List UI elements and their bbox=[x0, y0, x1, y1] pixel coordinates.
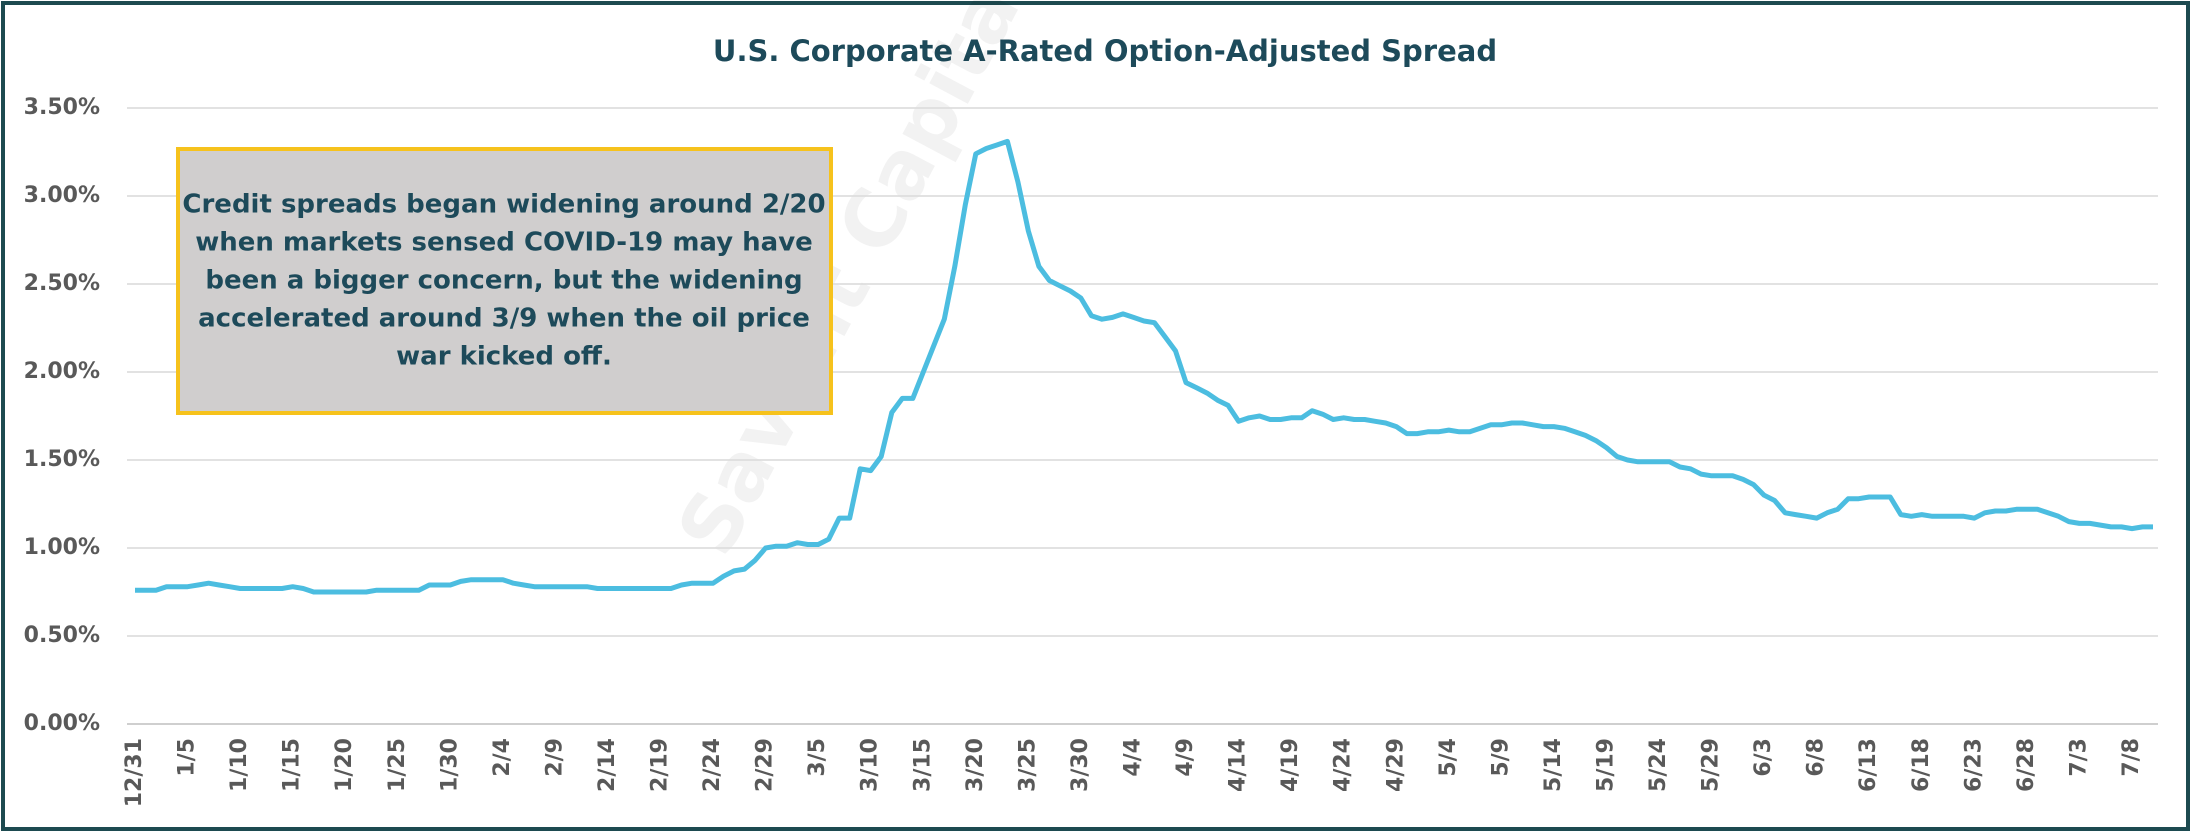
annotation-text: Credit spreads began widening around 2/2… bbox=[182, 190, 825, 220]
x-tick-label: 4/24 bbox=[1331, 738, 1356, 792]
line bbox=[135, 138, 2153, 595]
x-tick-label: 2/19 bbox=[648, 738, 673, 792]
y-tick-label: 0.50% bbox=[24, 623, 100, 648]
x-tick-label: 12/31 bbox=[122, 738, 147, 807]
y-tick-label: 2.50% bbox=[24, 271, 100, 296]
y-tick-label: 3.50% bbox=[24, 95, 100, 120]
x-tick-label: 3/15 bbox=[910, 738, 935, 792]
x-tick-label: 1/25 bbox=[385, 738, 410, 792]
x-tick-label: 5/29 bbox=[1699, 738, 1724, 792]
x-tick-label: 4/29 bbox=[1383, 738, 1408, 792]
annotation-text: accelerated around 3/9 when the oil pric… bbox=[198, 304, 810, 334]
x-tick-label: 3/5 bbox=[805, 738, 830, 777]
x-tick-label: 2/9 bbox=[542, 738, 567, 777]
x-tick-label: 5/14 bbox=[1541, 738, 1566, 792]
x-tick-label: 2/24 bbox=[700, 738, 725, 792]
x-tick-label: 4/9 bbox=[1173, 738, 1198, 777]
x-tick-label: 1/10 bbox=[227, 738, 252, 792]
chart-title: U.S. Corporate A-Rated Option-Adjusted S… bbox=[713, 34, 1497, 68]
x-tick-label: 3/20 bbox=[963, 738, 988, 792]
x-tick-label: 1/20 bbox=[332, 738, 357, 792]
x-tick-label: 7/8 bbox=[2119, 738, 2144, 777]
x-tick-label: 6/8 bbox=[1804, 738, 1829, 777]
x-tick-label: 4/19 bbox=[1278, 738, 1303, 792]
x-tick-label: 5/9 bbox=[1488, 738, 1513, 777]
x-tick-label: 7/3 bbox=[2066, 738, 2091, 777]
y-tick-label: 3.00% bbox=[24, 183, 100, 208]
x-tick-label: 2/14 bbox=[595, 738, 620, 792]
annotation-text: when markets sensed COVID-19 may have bbox=[195, 228, 813, 258]
annotation-text: war kicked off. bbox=[396, 342, 612, 372]
x-tick-label: 5/4 bbox=[1436, 738, 1461, 777]
x-tick-label: 6/13 bbox=[1856, 738, 1881, 792]
x-tick-label: 6/28 bbox=[2014, 738, 2039, 792]
y-tick-label: 1.00% bbox=[24, 535, 100, 560]
x-tick-label: 3/10 bbox=[858, 738, 883, 792]
x-tick-label: 4/14 bbox=[1226, 738, 1251, 792]
y-tick-label: 2.00% bbox=[24, 359, 100, 384]
x-tick-label: 6/3 bbox=[1751, 738, 1776, 777]
x-tick-label: 1/30 bbox=[437, 738, 462, 792]
x-tick-label: 4/4 bbox=[1120, 738, 1145, 777]
x-tick-label: 2/4 bbox=[490, 738, 515, 777]
annotation-text: been a bigger concern, but the widening bbox=[205, 266, 802, 296]
x-tick-label: 6/23 bbox=[1961, 738, 1986, 792]
x-tick-label: 5/24 bbox=[1646, 738, 1671, 792]
x-tick-label: 2/29 bbox=[753, 738, 778, 792]
y-tick-label: 0.00% bbox=[24, 711, 100, 736]
x-tick-label: 3/25 bbox=[1015, 738, 1040, 792]
annotation-box bbox=[176, 147, 833, 415]
x-tick-label: 3/30 bbox=[1068, 738, 1093, 792]
x-tick-label: 1/5 bbox=[175, 738, 200, 777]
y-tick-label: 1.50% bbox=[24, 447, 100, 472]
x-tick-label: 1/15 bbox=[280, 738, 305, 792]
x-tick-label: 6/18 bbox=[1909, 738, 1934, 792]
x-tick-label: 5/19 bbox=[1593, 738, 1618, 792]
